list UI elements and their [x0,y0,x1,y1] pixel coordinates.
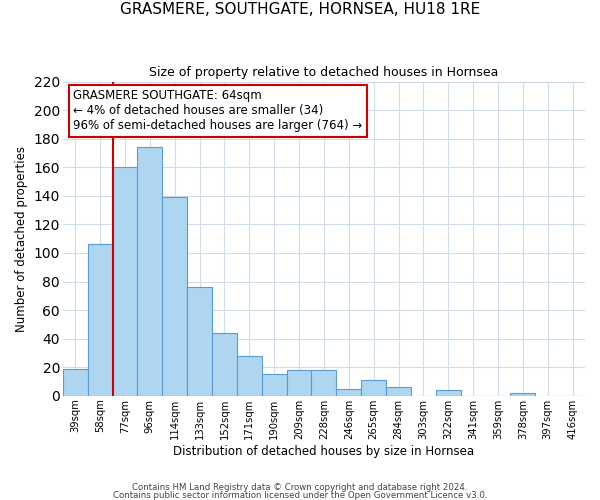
Bar [511,393,535,396]
Bar [162,198,187,396]
Bar [137,148,162,396]
Bar [212,333,237,396]
Bar [436,390,461,396]
Text: Contains HM Land Registry data © Crown copyright and database right 2024.: Contains HM Land Registry data © Crown c… [132,484,468,492]
Title: Size of property relative to detached houses in Hornsea: Size of property relative to detached ho… [149,66,499,79]
X-axis label: Distribution of detached houses by size in Hornsea: Distribution of detached houses by size … [173,444,475,458]
Bar [237,356,262,396]
Bar [386,387,411,396]
Text: Contains public sector information licensed under the Open Government Licence v3: Contains public sector information licen… [113,490,487,500]
Bar [262,374,287,396]
Bar [88,244,113,396]
Bar [187,287,212,396]
Text: GRASMERE, SOUTHGATE, HORNSEA, HU18 1RE: GRASMERE, SOUTHGATE, HORNSEA, HU18 1RE [120,2,480,18]
Bar [361,380,386,396]
Y-axis label: Number of detached properties: Number of detached properties [15,146,28,332]
Bar [63,368,88,396]
Bar [311,370,337,396]
Bar [287,370,311,396]
Bar [113,168,137,396]
Bar [337,388,361,396]
Text: GRASMERE SOUTHGATE: 64sqm
← 4% of detached houses are smaller (34)
96% of semi-d: GRASMERE SOUTHGATE: 64sqm ← 4% of detach… [73,90,362,132]
